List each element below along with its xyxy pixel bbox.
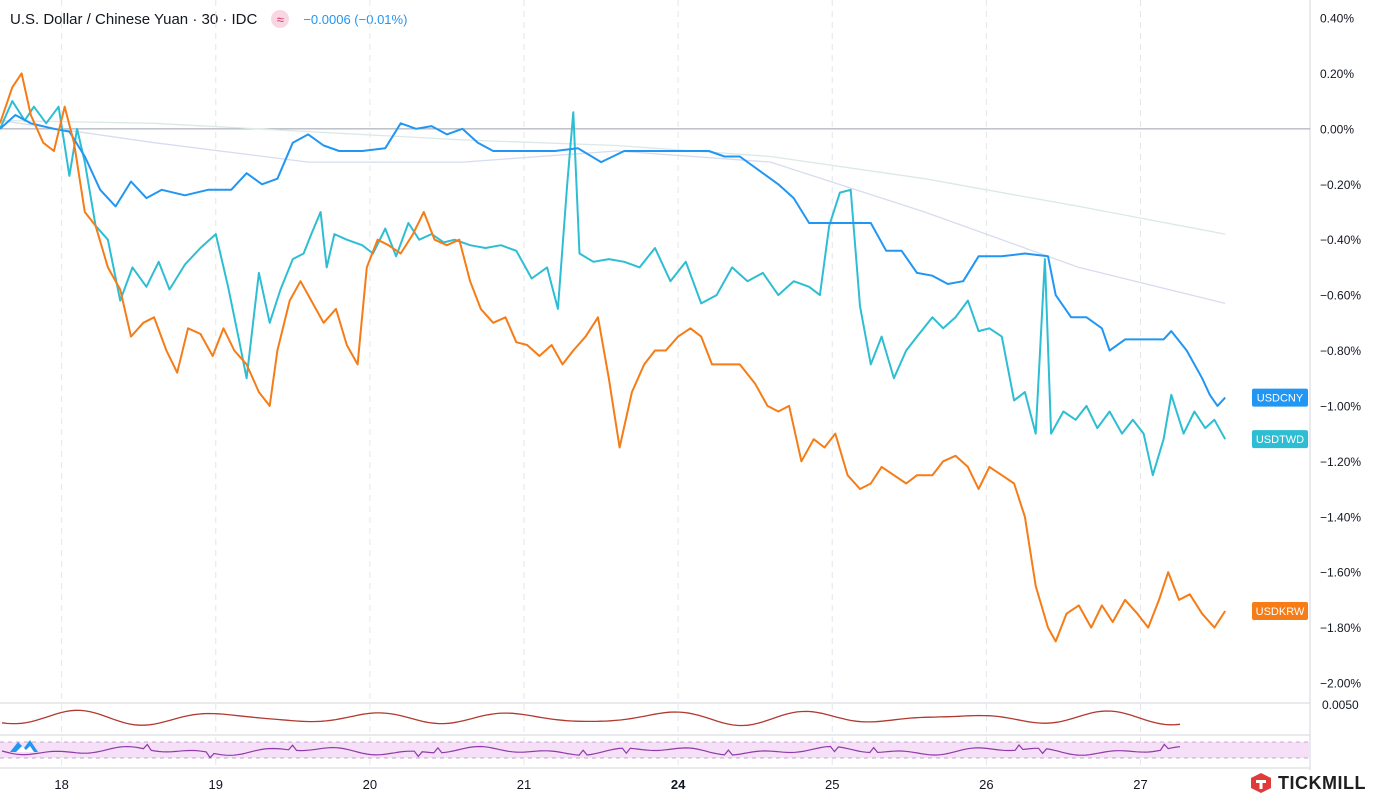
oscillator-line [1,709,1181,727]
symbol-title[interactable]: U.S. Dollar / Chinese Yuan · 30 · IDC [10,10,258,28]
brand-watermark: TICKMILL [1250,772,1366,794]
series-line-usdcny [0,114,1226,407]
y-tick-label: −1.80% [1320,621,1361,635]
y-tick-label: −0.80% [1320,344,1361,358]
y-tick-label: −1.40% [1320,510,1361,524]
compare-symbols-icon[interactable]: ≈ [271,10,290,28]
y-tick-label: −0.20% [1320,178,1361,192]
y-tick-label: −1.60% [1320,566,1361,580]
series-line-usdkrw [0,72,1227,643]
y-tick-label: −0.40% [1320,233,1361,247]
series-line-usdtwd [0,100,1227,477]
x-tick-label: 21 [517,777,531,792]
chart-header: U.S. Dollar / Chinese Yuan · 30 · IDC ≈ … [10,8,407,30]
tickmill-logo-icon [1251,773,1271,793]
brand-name: TICKMILL [1278,772,1366,793]
tradingview-logo-icon[interactable] [8,736,40,756]
y-tick-label: 0.00% [1320,122,1354,136]
oscillator-value-label: 0.0050 [1322,698,1359,712]
series-tag-label: USDTWD [1256,434,1304,446]
x-tick-label: 24 [671,777,686,792]
moving-average-line [0,119,1226,235]
price-change: −0.0006 (−0.01%) [303,11,408,27]
rsi-line [1,743,1181,759]
y-tick-label: 0.40% [1320,12,1354,26]
y-tick-label: −1.00% [1320,399,1361,413]
series-tag-label: USDCNY [1257,393,1304,405]
y-tick-label: 0.20% [1320,67,1354,81]
series-tag-usdtwd [1252,430,1308,449]
x-tick-label: 20 [363,777,377,792]
y-tick-label: −0.60% [1320,289,1361,303]
y-tick-label: −1.20% [1320,455,1361,469]
x-tick-label: 26 [979,777,993,792]
y-tick-label: −2.00% [1320,677,1361,691]
x-tick-label: 27 [1133,777,1147,792]
series-tag-usdcny [1252,388,1308,407]
series-tag-label: USDKRW [1256,606,1305,618]
oscillator-label-bg [1312,698,1378,712]
x-tick-label: 19 [209,777,223,792]
x-tick-label: 18 [54,777,68,792]
series-tag-usdkrw [1252,601,1308,620]
x-tick-label: 25 [825,777,839,792]
moving-average-line [0,119,1226,305]
